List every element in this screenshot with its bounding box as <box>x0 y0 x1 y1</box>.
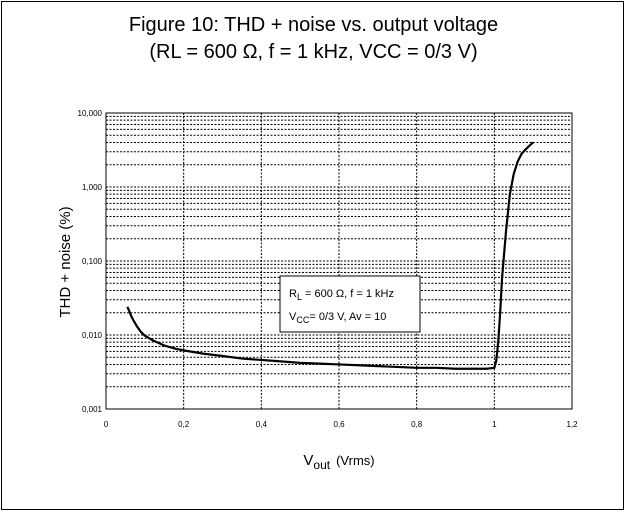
y-axis-label: THD + noise (%) <box>57 206 74 317</box>
x-tick-label: 1 <box>492 420 497 429</box>
x-tick-label: 1,2 <box>566 420 578 429</box>
x-tick-label: 0,6 <box>333 420 345 429</box>
annotation-line1: RL = 600 Ω, f = 1 kHz <box>289 288 394 302</box>
annotation-box: RL = 600 Ω, f = 1 kHz VCC= 0/3 V, Av = 1… <box>279 275 421 333</box>
y-tick-label: 0,100 <box>82 257 103 266</box>
x-tick-label: 0,2 <box>178 420 190 429</box>
x-tick-label: 0,8 <box>411 420 423 429</box>
plot-area-border <box>105 112 573 410</box>
x-axis-label: Vout (Vrms) <box>303 452 374 472</box>
y-tick-label: 0,001 <box>82 405 103 414</box>
x-tick-label: 0 <box>104 420 109 429</box>
tick-labels: 0 0,2 0,4 0,6 0,8 1 1,2 10,000 1,000 0,100 0,010 0,… <box>78 109 579 429</box>
y-tick-label: 10,000 <box>78 109 103 118</box>
y-tick-label: 1,000 <box>82 183 103 192</box>
annotation-line2: VCC= 0/3 V, Av = 10 <box>289 311 386 325</box>
figure-title-line2: (RL = 600 Ω, f = 1 kHz, VCC = 0/3 V) <box>149 41 478 63</box>
figure-title-line1: Figure 10: THD + noise vs. output voltag… <box>128 14 499 36</box>
annotation-border <box>279 275 421 333</box>
figure-title: Figure 10: THD + noise vs. output voltag… <box>0 12 627 66</box>
y-tick-label: 0,010 <box>82 331 103 340</box>
thd-curve <box>126 141 534 370</box>
x-tick-label: 0,4 <box>256 420 268 429</box>
